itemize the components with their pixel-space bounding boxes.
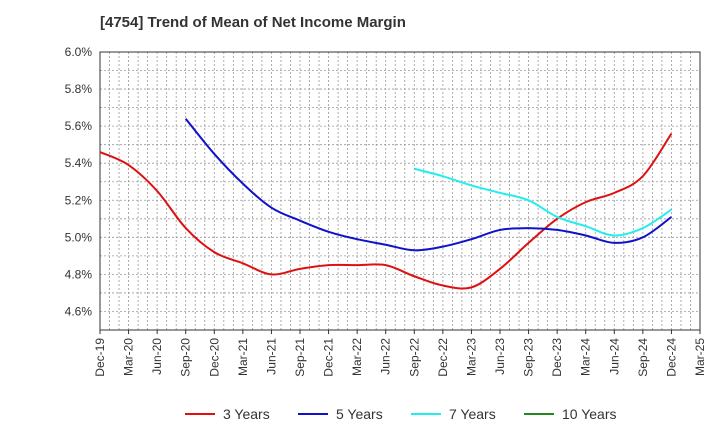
y-tick-label: 5.2%	[65, 193, 93, 207]
legend-label-7-years: 7 Years	[449, 406, 496, 422]
x-tick-label: Sep-21	[293, 338, 307, 377]
x-tick-label: Dec-21	[322, 338, 336, 377]
x-tick-label: Dec-20	[207, 338, 221, 377]
x-tick-label: Jun-24	[607, 338, 621, 375]
y-tick-label: 5.0%	[65, 230, 93, 244]
x-tick-label: Mar-20	[122, 338, 136, 376]
x-tick-label: Mar-25	[693, 338, 707, 376]
x-tick-label: Dec-22	[436, 338, 450, 377]
x-tick-label: Dec-24	[664, 338, 678, 377]
x-tick-label: Mar-22	[350, 338, 364, 376]
x-tick-label: Jun-20	[150, 338, 164, 375]
x-tick-label: Dec-23	[550, 338, 564, 377]
plot-area	[99, 51, 701, 331]
x-tick-label: Sep-24	[636, 338, 650, 377]
series-line-5-years	[184, 118, 673, 252]
chart-title: [4754] Trend of Mean of Net Income Margi…	[100, 14, 406, 31]
x-tick-label: Sep-20	[179, 338, 193, 377]
x-tick-label: Jun-23	[493, 338, 507, 375]
series-line-3-years	[99, 132, 673, 290]
legend-label-10-years: 10 Years	[562, 406, 617, 422]
plot-frame	[99, 51, 701, 331]
x-tick-label: Mar-24	[579, 338, 593, 376]
legend-label-5-years: 5 Years	[336, 406, 383, 422]
x-tick-label: Mar-21	[236, 338, 250, 376]
x-tick-label: Jun-21	[264, 338, 278, 375]
y-tick-label: 6.0%	[65, 45, 93, 59]
series-line-7-years	[414, 167, 672, 237]
y-tick-label: 5.4%	[65, 156, 93, 170]
y-tick-label: 5.8%	[65, 82, 93, 96]
x-tick-label: Mar-23	[464, 338, 478, 376]
x-tick-label: Dec-19	[93, 338, 107, 377]
x-tick-label: Sep-23	[522, 338, 536, 377]
y-tick-label: 5.6%	[65, 119, 93, 133]
x-tick-label: Sep-22	[407, 338, 421, 377]
y-tick-label: 4.6%	[65, 304, 93, 318]
y-tick-label: 4.8%	[65, 267, 93, 281]
x-tick-label: Jun-22	[379, 338, 393, 375]
legend-label-3-years: 3 Years	[223, 406, 270, 422]
